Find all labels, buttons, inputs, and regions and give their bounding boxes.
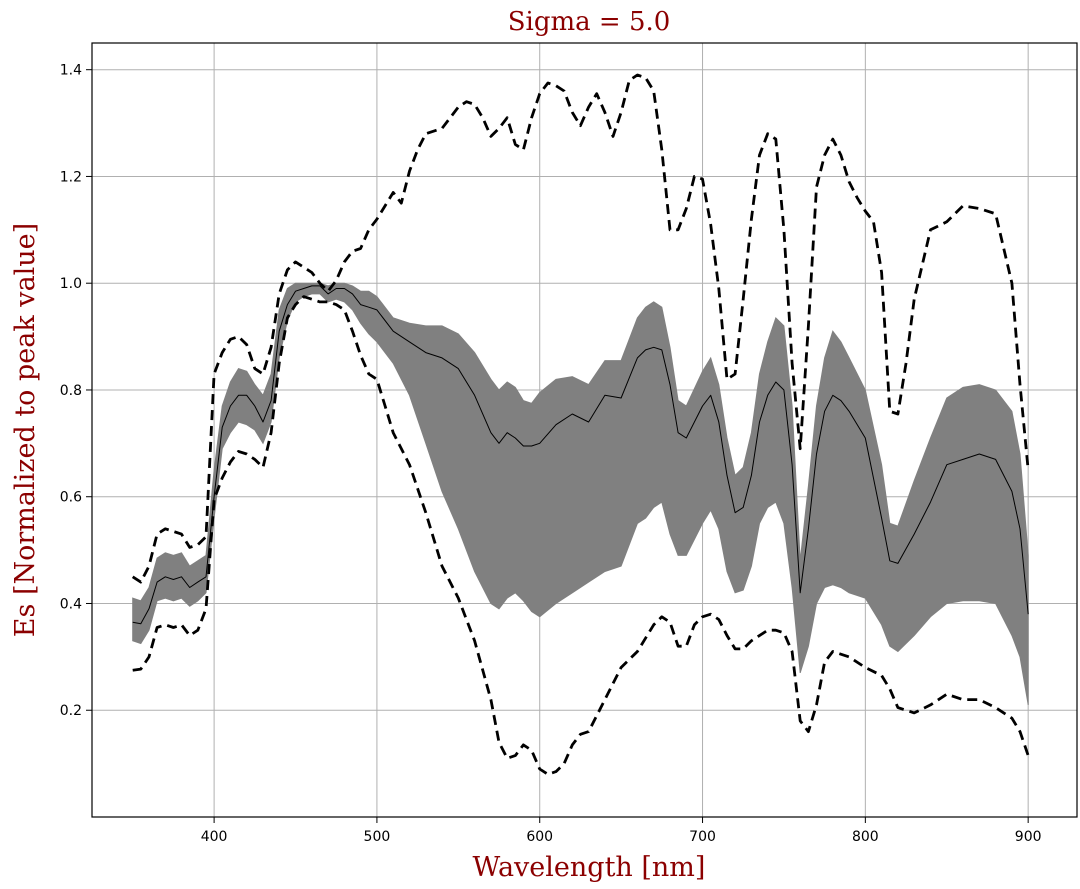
mean-line [132,285,1029,625]
y-tick-label: 1.2 [60,169,82,185]
x-tick-label: 600 [526,829,553,845]
y-tick-label: 0.2 [60,703,82,719]
chart-title: Sigma = 5.0 [508,7,671,37]
spread-band-area [132,282,1029,705]
y-tick-label: 1.0 [60,276,82,292]
x-tick-label: 900 [1015,829,1042,845]
axis-ticks: 400 500 600 700 800 900 0.2 0.4 0.6 0.8 1.0 1.2 1.4 [60,63,1042,845]
plot-frame [91,42,1078,818]
x-tick-label: 500 [364,829,391,845]
spread-band [132,282,1029,705]
y-tick-label: 1.4 [60,63,82,79]
x-axis-label: Wavelength [nm] [473,852,706,883]
y-tick-label: 0.6 [60,490,82,506]
x-tick-label: 800 [852,829,879,845]
series-lines [131,73,1030,776]
upper-bound-line [131,73,1030,584]
y-axis-label: Es [Normalized to peak value] [10,223,41,637]
y-tick-label: 0.4 [60,596,82,612]
x-tick-label: 700 [689,829,716,845]
lower-bound-line [132,295,1030,776]
x-tick-label: 400 [201,829,228,845]
y-tick-label: 0.8 [60,383,82,399]
